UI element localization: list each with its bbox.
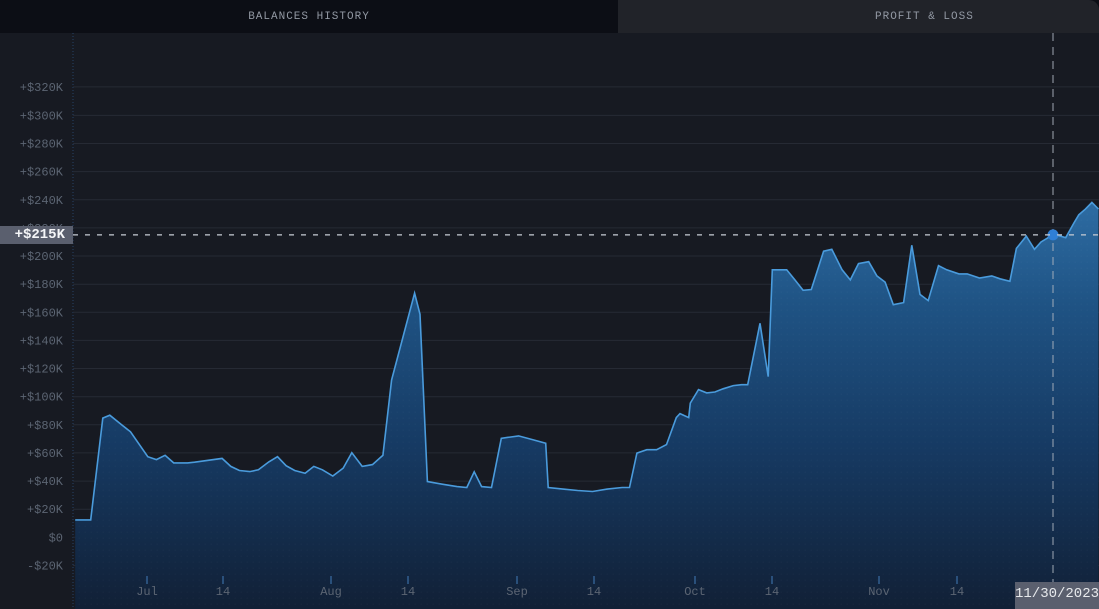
svg-text:14: 14 bbox=[950, 585, 964, 599]
svg-text:+$140K: +$140K bbox=[20, 334, 64, 348]
svg-text:14: 14 bbox=[765, 585, 779, 599]
svg-text:14: 14 bbox=[587, 585, 601, 599]
svg-text:+$180K: +$180K bbox=[20, 278, 64, 292]
svg-text:+$120K: +$120K bbox=[20, 363, 64, 377]
svg-text:Sep: Sep bbox=[506, 585, 528, 599]
svg-text:+$40K: +$40K bbox=[27, 475, 64, 489]
svg-text:Aug: Aug bbox=[320, 585, 342, 599]
svg-text:Jul: Jul bbox=[136, 585, 158, 599]
svg-text:+$80K: +$80K bbox=[27, 419, 64, 433]
svg-text:+$20K: +$20K bbox=[27, 503, 64, 517]
svg-text:+$60K: +$60K bbox=[27, 447, 64, 461]
svg-text:+$200K: +$200K bbox=[20, 250, 64, 264]
svg-text:+$240K: +$240K bbox=[20, 194, 64, 208]
svg-text:$0: $0 bbox=[49, 531, 63, 545]
svg-text:14: 14 bbox=[216, 585, 230, 599]
svg-text:+$280K: +$280K bbox=[20, 138, 64, 152]
svg-text:Oct: Oct bbox=[684, 585, 706, 599]
svg-text:+$320K: +$320K bbox=[20, 81, 64, 95]
svg-text:+$300K: +$300K bbox=[20, 109, 64, 123]
svg-text:14: 14 bbox=[401, 585, 415, 599]
svg-text:-$20K: -$20K bbox=[27, 560, 64, 574]
svg-text:+$260K: +$260K bbox=[20, 166, 64, 180]
svg-text:+$100K: +$100K bbox=[20, 391, 64, 405]
svg-text:Nov: Nov bbox=[868, 585, 890, 599]
svg-text:+$160K: +$160K bbox=[20, 306, 64, 320]
